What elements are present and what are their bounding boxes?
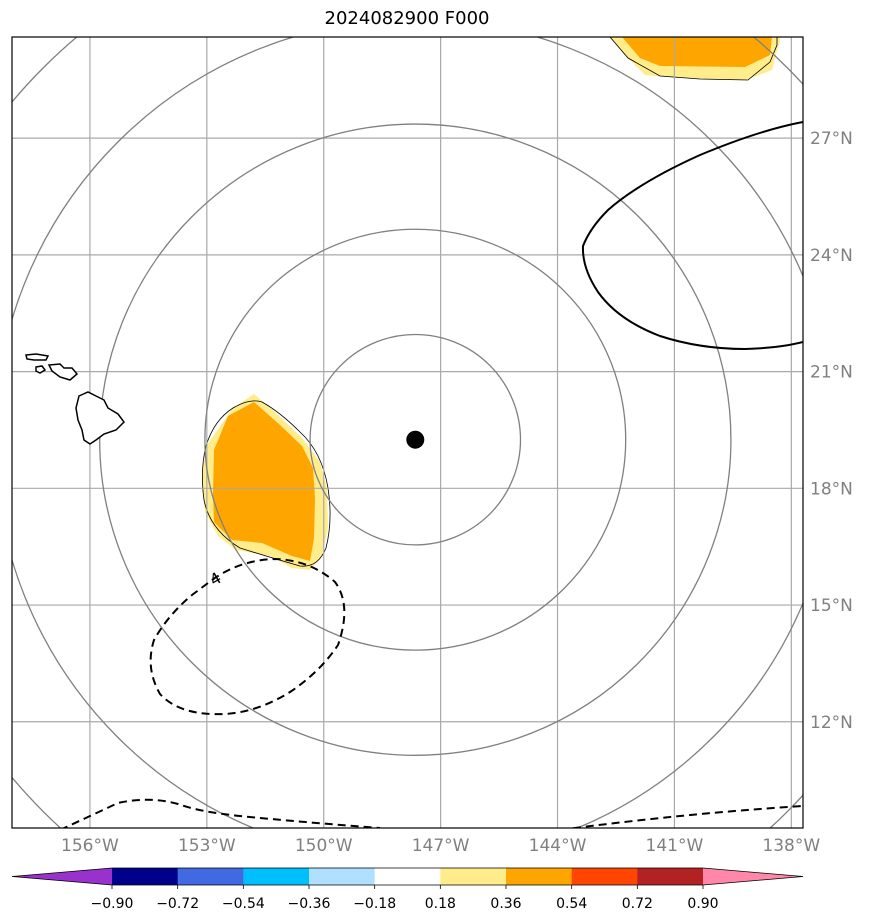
- colorbar-tick-label: −0.54: [222, 896, 265, 912]
- longitude-labels: 156°W 153°W 150°W 147°W 144°W 141°W 138°W: [61, 836, 820, 856]
- longitude-tick-label: 147°W: [412, 836, 470, 856]
- colorbar-extend-low: [12, 868, 112, 885]
- contour-dashed-southwest: [149, 557, 346, 716]
- colorbar-tick-label: −0.36: [288, 896, 331, 912]
- colorbar-segment: [440, 868, 507, 885]
- contour-lines: [61, 121, 803, 828]
- longitude-tick-label: 138°W: [762, 836, 820, 856]
- colorbar-segment: [243, 868, 310, 885]
- colorbar-tick-label: −0.90: [91, 896, 134, 912]
- colorbar-segment: [374, 868, 441, 885]
- latitude-labels: 27°N 24°N 21°N 18°N 15°N 12°N: [810, 129, 853, 733]
- storm-center-marker: [406, 430, 425, 449]
- longitude-tick-label: 156°W: [61, 836, 119, 856]
- map-area: [12, 37, 803, 828]
- contour-solid-east: [581, 121, 803, 351]
- contour-dashed-south: [61, 798, 803, 828]
- range-ring: [99, 123, 732, 756]
- map-title: 2024082900 F000: [324, 8, 490, 29]
- latitude-tick-label: 18°N: [810, 479, 853, 499]
- latitude-tick-label: 27°N: [810, 129, 853, 149]
- island-big-island: [75, 391, 125, 445]
- colorbar-segment: [112, 868, 179, 885]
- latitude-tick-label: 24°N: [810, 246, 853, 266]
- graticule: [12, 37, 803, 828]
- colorbar-segment: [177, 868, 244, 885]
- colorbar-tick-label: 0.72: [622, 896, 653, 912]
- map-border: [11, 36, 804, 829]
- colorbar-tick-label: 0.18: [425, 896, 456, 912]
- latitude-tick-label: 21°N: [810, 363, 853, 383]
- colorbar-segment: [309, 868, 376, 885]
- latitude-tick-label: 12°N: [810, 713, 853, 733]
- latitude-tick-label: 15°N: [810, 596, 853, 616]
- island-maui-nui: [47, 363, 79, 381]
- hawaii-coastline: [25, 353, 125, 445]
- shaded-region-northeast: [609, 37, 780, 81]
- colorbar-tick-label: 0.36: [490, 896, 521, 912]
- longitude-tick-label: 153°W: [178, 836, 236, 856]
- colorbar-segment: [506, 868, 573, 885]
- range-ring: [309, 333, 522, 546]
- range-ring: [204, 228, 627, 651]
- island-oahu: [35, 365, 47, 374]
- colorbar-segment: [637, 868, 704, 885]
- longitude-tick-label: 141°W: [646, 836, 704, 856]
- colorbar: −0.90 −0.72 −0.54 −0.36 −0.18 0.18 0.36 0.54 0.7…: [11, 867, 804, 912]
- colorbar-tick-label: 0.54: [556, 896, 587, 912]
- longitude-tick-label: 144°W: [529, 836, 587, 856]
- longitude-tick-label: 150°W: [295, 836, 353, 856]
- colorbar-tick-label: −0.72: [156, 896, 199, 912]
- colorbar-tick-label: 0.90: [687, 896, 718, 912]
- shaded-region-west: [202, 394, 331, 570]
- island-kauai: [25, 353, 50, 361]
- colorbar-segment: [571, 868, 638, 885]
- colorbar-extend-high: [703, 868, 803, 885]
- colorbar-tick-label: −0.18: [353, 896, 396, 912]
